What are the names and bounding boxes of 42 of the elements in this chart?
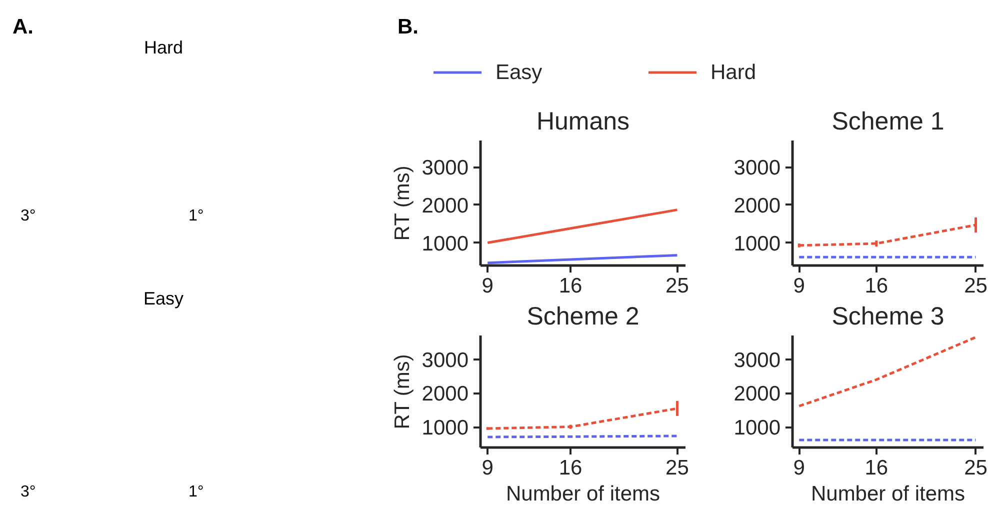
x-tick-label: 16 (558, 456, 582, 480)
y-tick-label: 3000 (422, 348, 468, 372)
y-tick-label: 2000 (422, 194, 468, 218)
x-tick-label: 25 (964, 456, 988, 480)
x-tick-label: 16 (558, 274, 582, 298)
y-tick-label: 2000 (734, 194, 780, 218)
chart-title: Scheme 3 (832, 302, 944, 330)
x-tick-label: 9 (793, 274, 805, 298)
text: A. (12, 16, 34, 38)
y-tick-label: 3000 (422, 156, 468, 180)
text: 1° (188, 484, 204, 500)
x-axis-title: Number of items (810, 482, 966, 506)
y-tick-label: 3000 (734, 348, 780, 372)
x-tick-label: 9 (482, 456, 494, 480)
x-tick-label: 25 (666, 274, 689, 298)
x-tick-label: 16 (864, 274, 888, 298)
chart-title: Scheme 1 (832, 108, 944, 136)
y-tick-label: 1000 (422, 232, 468, 256)
text: Easy (143, 288, 184, 308)
y-tick-label: 3000 (734, 156, 780, 180)
y-tick-label: 2000 (734, 382, 780, 406)
text: 3° (20, 208, 36, 224)
legend-label: Hard (710, 61, 756, 84)
x-tick-label: 16 (864, 456, 888, 480)
y-tick-label: 2000 (422, 382, 468, 406)
y-axis-title: RT (ms) (390, 354, 414, 430)
x-tick-label: 9 (482, 274, 494, 298)
y-tick-label: 1000 (734, 416, 780, 440)
y-axis-title: RT (ms) (390, 166, 414, 241)
text: Hard (144, 38, 184, 58)
x-axis-title: Number of items (506, 482, 660, 506)
text: B. (398, 16, 418, 38)
x-tick-label: 25 (964, 274, 988, 298)
text: 3° (20, 484, 36, 500)
legend-label: Easy (496, 61, 543, 84)
chart-title: Humans (536, 108, 630, 136)
x-tick-label: 9 (793, 456, 805, 480)
x-tick-label: 25 (666, 456, 689, 480)
y-tick-label: 1000 (422, 416, 468, 440)
text: 1° (188, 208, 204, 224)
y-tick-label: 1000 (734, 232, 780, 256)
chart-title: Scheme 2 (526, 302, 640, 330)
